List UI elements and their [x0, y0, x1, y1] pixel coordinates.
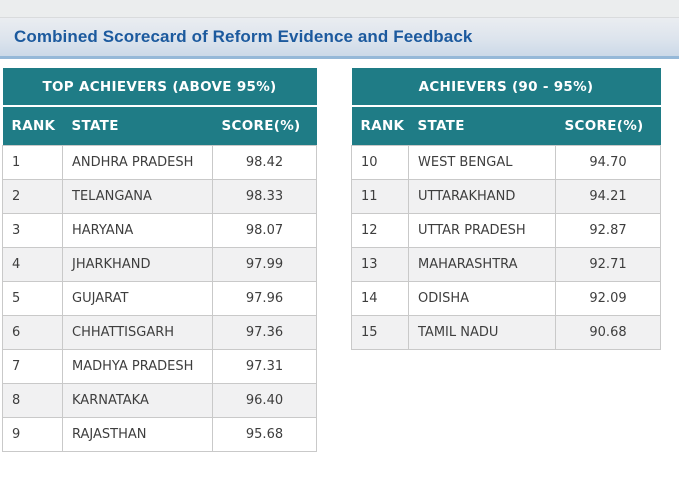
- cell-rank: 8: [2, 382, 63, 418]
- table-title-row: ACHIEVERS (90 - 95%): [351, 68, 661, 107]
- page-title: Combined Scorecard of Reform Evidence an…: [14, 27, 473, 46]
- table-row: 10 WEST BENGAL 94.70: [351, 144, 661, 180]
- cell-state: GUJARAT: [62, 280, 213, 316]
- cell-score: 92.09: [555, 280, 661, 316]
- table-row: 6 CHHATTISGARH 97.36: [2, 314, 317, 350]
- table-row: 1 ANDHRA PRADESH 98.42: [2, 144, 317, 180]
- table-row: 8 KARNATAKA 96.40: [2, 382, 317, 418]
- cell-state: UTTAR PRADESH: [408, 212, 556, 248]
- cell-score: 97.99: [212, 246, 317, 282]
- table-title: TOP ACHIEVERS (ABOVE 95%): [2, 68, 317, 107]
- cell-score: 98.07: [212, 212, 317, 248]
- cell-rank: 4: [2, 246, 63, 282]
- cell-score: 97.36: [212, 314, 317, 350]
- cell-rank: 5: [2, 280, 63, 316]
- cell-score: 94.70: [555, 144, 661, 180]
- column-header-score: SCORE(%): [555, 106, 661, 145]
- cell-rank: 2: [2, 178, 63, 214]
- cell-state: TELANGANA: [62, 178, 213, 214]
- cell-rank: 12: [351, 212, 409, 248]
- column-header-state: STATE: [408, 106, 556, 145]
- page-title-bar: Combined Scorecard of Reform Evidence an…: [0, 18, 679, 59]
- cell-score: 98.33: [212, 178, 317, 214]
- column-header-state: STATE: [62, 106, 213, 145]
- cell-rank: 7: [2, 348, 63, 384]
- top-strip: [0, 0, 679, 18]
- table-row: 7 MADHYA PRADESH 97.31: [2, 348, 317, 384]
- cell-score: 92.71: [555, 246, 661, 282]
- cell-state: MADHYA PRADESH: [62, 348, 213, 384]
- achievers-table: ACHIEVERS (90 - 95%) RANK STATE SCORE(%)…: [351, 68, 661, 350]
- table-body: 10 WEST BENGAL 94.70 11 UTTARAKHAND 94.21 12 UT…: [351, 144, 661, 350]
- table-row: 9 RAJASTHAN 95.68: [2, 416, 317, 452]
- cell-rank: 9: [2, 416, 63, 452]
- table-row: 15 TAMIL NADU 90.68: [351, 314, 661, 350]
- cell-score: 94.21: [555, 178, 661, 214]
- table-body: 1 ANDHRA PRADESH 98.42 2 TELANGANA 98.33 3 HARY…: [2, 144, 317, 452]
- cell-score: 97.31: [212, 348, 317, 384]
- column-header-score: SCORE(%): [212, 106, 317, 145]
- cell-rank: 10: [351, 144, 409, 180]
- table-row: 2 TELANGANA 98.33: [2, 178, 317, 214]
- cell-score: 97.96: [212, 280, 317, 316]
- cell-state: TAMIL NADU: [408, 314, 556, 350]
- table-row: 13 MAHARASHTRA 92.71: [351, 246, 661, 282]
- cell-state: MAHARASHTRA: [408, 246, 556, 282]
- cell-rank: 6: [2, 314, 63, 350]
- cell-state: KARNATAKA: [62, 382, 213, 418]
- cell-state: HARYANA: [62, 212, 213, 248]
- column-header-rank: RANK: [351, 106, 409, 145]
- table-row: 14 ODISHA 92.09: [351, 280, 661, 316]
- cell-score: 90.68: [555, 314, 661, 350]
- cell-rank: 3: [2, 212, 63, 248]
- cell-score: 96.40: [212, 382, 317, 418]
- cell-state: ANDHRA PRADESH: [62, 144, 213, 180]
- cell-state: JHARKHAND: [62, 246, 213, 282]
- cell-rank: 11: [351, 178, 409, 214]
- table-title: ACHIEVERS (90 - 95%): [351, 68, 661, 107]
- content-area: TOP ACHIEVERS (ABOVE 95%) RANK STATE SCO…: [0, 59, 679, 480]
- table-title-row: TOP ACHIEVERS (ABOVE 95%): [2, 68, 317, 107]
- column-header-rank: RANK: [2, 106, 63, 145]
- table-row: 12 UTTAR PRADESH 92.87: [351, 212, 661, 248]
- cell-rank: 1: [2, 144, 63, 180]
- cell-rank: 15: [351, 314, 409, 350]
- cell-rank: 13: [351, 246, 409, 282]
- cell-score: 95.68: [212, 416, 317, 452]
- cell-state: RAJASTHAN: [62, 416, 213, 452]
- cell-rank: 14: [351, 280, 409, 316]
- cell-score: 92.87: [555, 212, 661, 248]
- table-row: 3 HARYANA 98.07: [2, 212, 317, 248]
- top-achievers-table: TOP ACHIEVERS (ABOVE 95%) RANK STATE SCO…: [2, 68, 317, 452]
- cell-state: ODISHA: [408, 280, 556, 316]
- cell-score: 98.42: [212, 144, 317, 180]
- table-columns-row: RANK STATE SCORE(%): [2, 106, 317, 145]
- cell-state: UTTARAKHAND: [408, 178, 556, 214]
- table-row: 4 JHARKHAND 97.99: [2, 246, 317, 282]
- cell-state: CHHATTISGARH: [62, 314, 213, 350]
- cell-state: WEST BENGAL: [408, 144, 556, 180]
- table-row: 11 UTTARAKHAND 94.21: [351, 178, 661, 214]
- table-columns-row: RANK STATE SCORE(%): [351, 106, 661, 145]
- table-row: 5 GUJARAT 97.96: [2, 280, 317, 316]
